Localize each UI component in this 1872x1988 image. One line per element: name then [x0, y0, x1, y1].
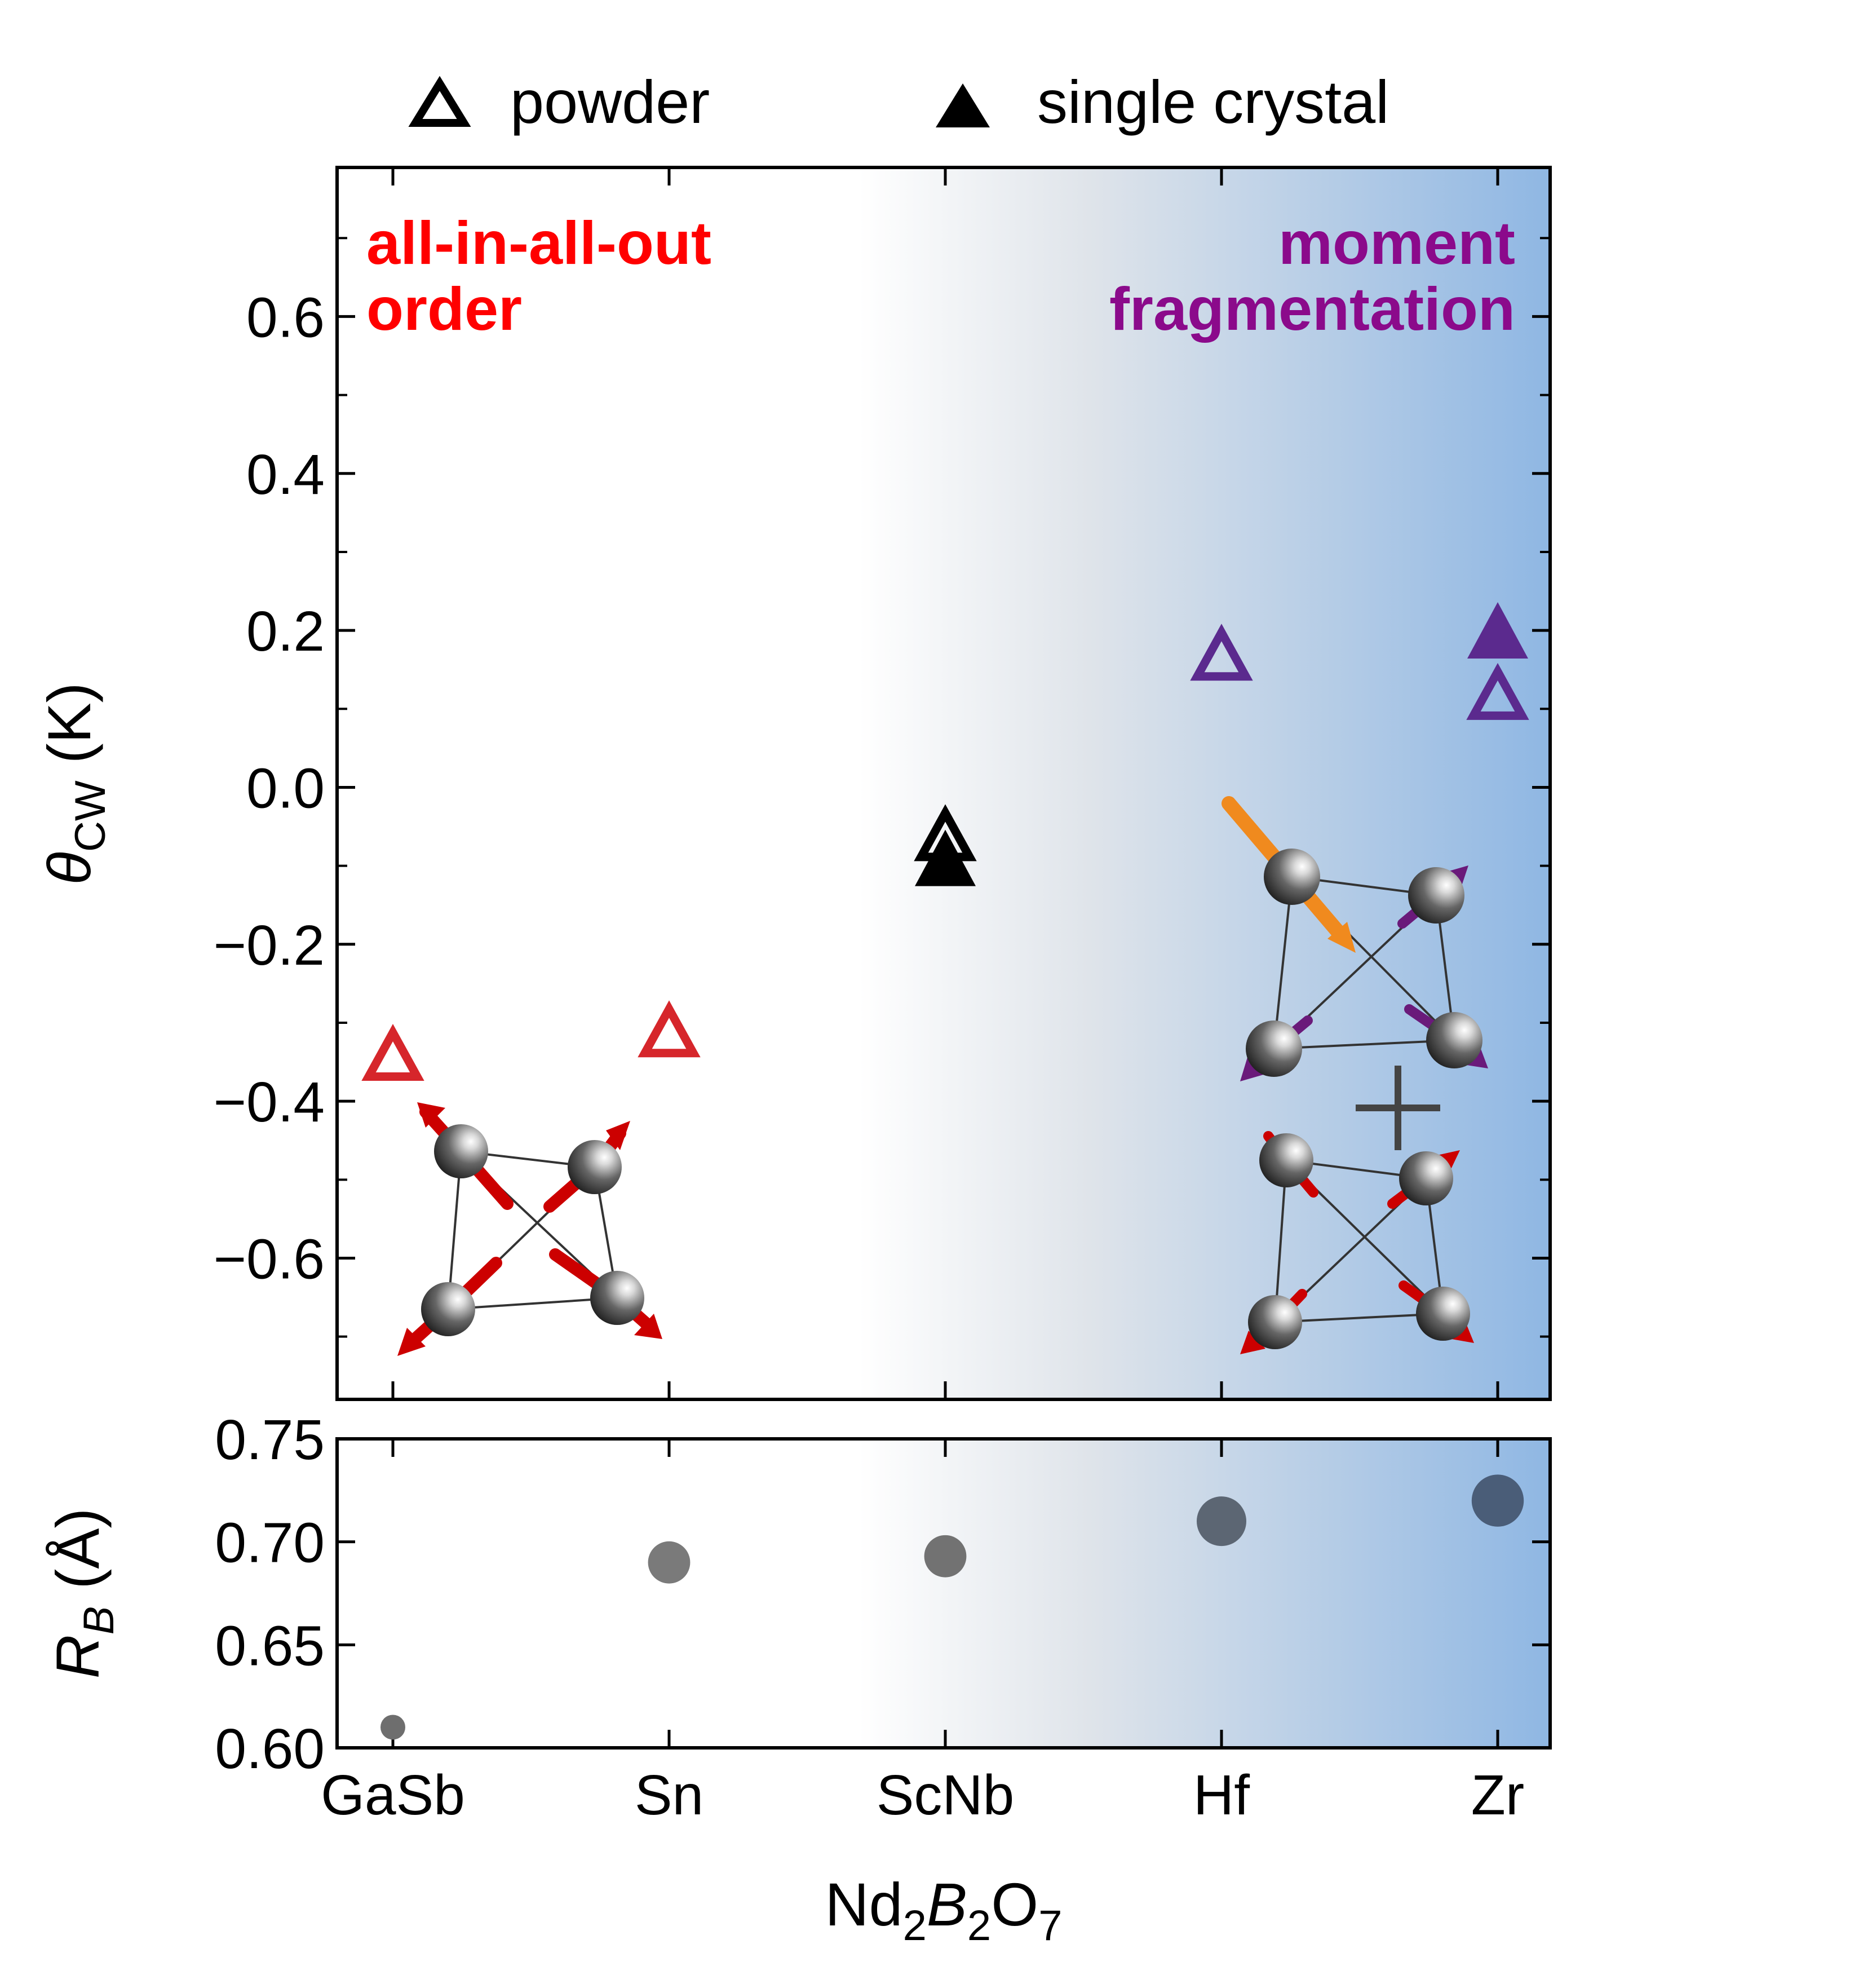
- x-tick-label: Hf: [1193, 1764, 1250, 1827]
- single-crystal-point: [1467, 602, 1528, 659]
- rb-panel: 0.60 0.65 0.70 0.75 GaSb Sn ScNb Hf Zr RB (Å) N…: [43, 1408, 1552, 1950]
- x-tick-labels: GaSb Sn ScNb Hf Zr: [321, 1764, 1524, 1827]
- powder-legend-label: powder: [510, 68, 710, 136]
- rb-tick-label: 0.70: [215, 1512, 325, 1575]
- x-tick-label: ScNb: [877, 1764, 1015, 1827]
- rb-tick-label: 0.60: [215, 1717, 325, 1781]
- single-crystal-legend-label: single crystal: [1037, 68, 1389, 136]
- rb-tick-label: 0.75: [215, 1408, 325, 1472]
- rb-point: [648, 1541, 691, 1584]
- theta-tick-label: −0.2: [214, 914, 325, 977]
- fragmentation-label-line1: moment: [1278, 209, 1515, 277]
- rb-point: [1197, 1496, 1246, 1547]
- theta-tick-label: 0.2: [246, 600, 325, 663]
- theta-tick-label: 0.0: [246, 757, 325, 820]
- x-tick-label: Zr: [1471, 1764, 1524, 1827]
- theta-axis-label: θCW (K): [35, 682, 114, 885]
- rb-tick-label: 0.65: [215, 1614, 325, 1677]
- rb-point: [380, 1715, 405, 1740]
- rb-point: [924, 1535, 967, 1578]
- powder-legend-marker: [408, 76, 471, 127]
- theta-panel-background: [337, 167, 1550, 1399]
- aiao-label-line2: order: [366, 275, 522, 343]
- fragmentation-illustration: [1222, 796, 1488, 1354]
- x-tick-label: GaSb: [321, 1764, 465, 1827]
- x-tick-label: Sn: [635, 1764, 703, 1827]
- theta-cw-panel: −0.6 −0.4 −0.2 0.0 0.2 0.4 0.6 θCW (K) all-in-…: [35, 166, 1552, 1401]
- powder-point: [1466, 662, 1529, 720]
- theta-tick-labels: −0.6 −0.4 −0.2 0.0 0.2 0.4 0.6: [214, 286, 325, 1291]
- theta-panel-frame: [335, 166, 1552, 1401]
- rb-tick-labels: 0.60 0.65 0.70 0.75: [215, 1408, 325, 1781]
- single-crystal-legend-marker: [936, 83, 990, 127]
- rb-point: [1471, 1474, 1524, 1527]
- rb-panel-frame: [335, 1437, 1552, 1750]
- theta-tick-label: 0.6: [246, 286, 325, 349]
- rb-data-points: [380, 1474, 1524, 1740]
- theta-tick-label: −0.6: [214, 1227, 325, 1291]
- aiao-tetrahedron-illustration: [397, 1102, 662, 1356]
- x-axis-label: Nd2B2O7: [825, 1870, 1063, 1950]
- legend: powder single crystal: [408, 68, 1389, 136]
- rb-axis-label: RB (Å): [43, 1508, 123, 1679]
- theta-tick-label: −0.4: [214, 1071, 325, 1134]
- powder-point: [638, 1000, 701, 1058]
- powder-point: [1190, 624, 1253, 681]
- theta-data-points: [361, 602, 1529, 1081]
- aiao-label-line1: all-in-all-out: [366, 209, 711, 277]
- rb-panel-background: [337, 1439, 1550, 1748]
- theta-tick-label: 0.4: [246, 443, 325, 506]
- theta-axis-ticks: [337, 167, 1550, 1399]
- powder-point: [914, 804, 977, 862]
- powder-point: [361, 1024, 424, 1081]
- fragmentation-label-line2: fragmentation: [1109, 275, 1515, 343]
